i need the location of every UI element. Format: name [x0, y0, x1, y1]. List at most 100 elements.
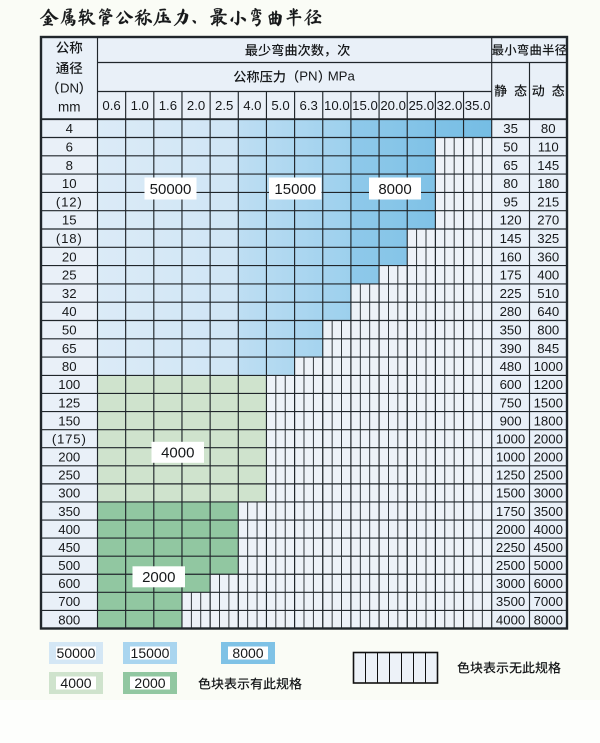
svg-text:6.3: 6.3 — [300, 98, 318, 113]
svg-text:50: 50 — [62, 322, 77, 337]
svg-text:1750: 1750 — [496, 504, 525, 519]
svg-text:50: 50 — [503, 139, 518, 154]
svg-text:800: 800 — [537, 322, 559, 337]
svg-text:270: 270 — [537, 213, 559, 228]
svg-text:145: 145 — [537, 158, 559, 173]
svg-text:2.5: 2.5 — [215, 98, 233, 113]
svg-text:(18): (18) — [56, 231, 83, 246]
svg-text:2000: 2000 — [534, 450, 563, 465]
svg-text:8: 8 — [66, 158, 73, 173]
svg-text:600: 600 — [500, 377, 522, 392]
svg-text:200: 200 — [58, 450, 80, 465]
svg-text:325: 325 — [537, 231, 559, 246]
svg-text:5000: 5000 — [534, 558, 563, 573]
svg-text:145: 145 — [500, 231, 522, 246]
svg-text:1500: 1500 — [534, 395, 563, 410]
svg-text:1.0: 1.0 — [131, 98, 149, 113]
svg-text:50000: 50000 — [57, 645, 96, 661]
svg-text:110: 110 — [538, 139, 559, 154]
svg-text:600: 600 — [58, 576, 80, 591]
svg-text:4000: 4000 — [60, 675, 91, 691]
svg-text:225: 225 — [500, 286, 522, 301]
svg-text:6: 6 — [66, 139, 73, 154]
svg-text:2000: 2000 — [142, 569, 175, 586]
svg-text:80: 80 — [541, 121, 556, 136]
svg-text:50000: 50000 — [150, 181, 192, 198]
svg-text:1000: 1000 — [496, 450, 525, 465]
svg-text:700: 700 — [58, 594, 80, 609]
svg-text:4000: 4000 — [534, 522, 563, 537]
svg-text:8000: 8000 — [232, 645, 263, 661]
svg-text:120: 120 — [500, 213, 522, 228]
svg-text:2000: 2000 — [496, 522, 525, 537]
svg-text:350: 350 — [500, 322, 522, 337]
svg-text:40: 40 — [62, 304, 77, 319]
svg-text:1.6: 1.6 — [159, 98, 177, 113]
svg-text:80: 80 — [503, 176, 518, 191]
svg-text:360: 360 — [537, 249, 559, 264]
svg-text:900: 900 — [500, 413, 522, 428]
svg-text:750: 750 — [500, 395, 522, 410]
svg-text:1000: 1000 — [496, 431, 525, 446]
svg-text:3000: 3000 — [534, 486, 563, 501]
svg-text:25.0: 25.0 — [408, 98, 434, 113]
svg-text:PN: PN — [299, 69, 317, 84]
svg-text:2500: 2500 — [534, 468, 563, 483]
svg-text:35.0: 35.0 — [465, 98, 491, 113]
svg-text:8000: 8000 — [378, 181, 411, 198]
svg-text:10.0: 10.0 — [324, 98, 350, 113]
svg-text:4000: 4000 — [496, 612, 525, 627]
svg-text:15: 15 — [62, 213, 77, 228]
svg-text:500: 500 — [58, 558, 80, 573]
svg-text:400: 400 — [58, 522, 80, 537]
svg-text:2000: 2000 — [534, 431, 563, 446]
svg-text:125: 125 — [58, 395, 80, 410]
svg-text:215: 215 — [537, 194, 559, 209]
svg-text:6000: 6000 — [534, 576, 563, 591]
svg-text:32: 32 — [62, 286, 77, 301]
svg-text:300: 300 — [58, 486, 80, 501]
svg-text:80: 80 — [62, 359, 77, 374]
svg-text:5.0: 5.0 — [271, 98, 289, 113]
svg-text:800: 800 — [58, 612, 80, 627]
svg-text:350: 350 — [58, 504, 80, 519]
svg-text:20: 20 — [62, 249, 77, 264]
svg-text:160: 160 — [500, 249, 522, 264]
svg-text:65: 65 — [503, 158, 518, 173]
svg-text:mm: mm — [58, 100, 81, 115]
svg-text:8000: 8000 — [534, 612, 563, 627]
svg-text:1500: 1500 — [496, 486, 525, 501]
svg-text:32.0: 32.0 — [437, 98, 463, 113]
svg-text:845: 845 — [537, 341, 559, 356]
svg-text:2250: 2250 — [496, 540, 525, 555]
svg-text:15000: 15000 — [131, 645, 170, 661]
svg-text:(175): (175) — [52, 431, 87, 446]
svg-text:400: 400 — [537, 268, 559, 283]
svg-text:480: 480 — [500, 359, 522, 374]
svg-text:DN: DN — [60, 81, 79, 96]
svg-text:2000: 2000 — [134, 675, 165, 691]
svg-text:4000: 4000 — [161, 445, 194, 462]
svg-text:35: 35 — [503, 121, 518, 136]
svg-text:2500: 2500 — [496, 558, 525, 573]
svg-text:250: 250 — [58, 468, 80, 483]
svg-text:3500: 3500 — [534, 504, 563, 519]
svg-text:150: 150 — [58, 413, 80, 428]
svg-text:4: 4 — [66, 121, 73, 136]
svg-text:15000: 15000 — [274, 181, 316, 198]
svg-text:280: 280 — [500, 304, 522, 319]
svg-text:510: 510 — [537, 286, 559, 301]
svg-text:95: 95 — [503, 194, 518, 209]
svg-text:4.0: 4.0 — [243, 98, 261, 113]
svg-text:20.0: 20.0 — [380, 98, 406, 113]
svg-text:25: 25 — [62, 268, 77, 283]
svg-text:10: 10 — [62, 176, 77, 191]
svg-text:1250: 1250 — [496, 468, 525, 483]
svg-text:100: 100 — [58, 377, 80, 392]
svg-text:640: 640 — [537, 304, 559, 319]
svg-text:1000: 1000 — [534, 359, 563, 374]
svg-text:2.0: 2.0 — [187, 98, 205, 113]
svg-text:175: 175 — [500, 268, 522, 283]
svg-text:3500: 3500 — [496, 594, 525, 609]
svg-text:450: 450 — [58, 540, 80, 555]
